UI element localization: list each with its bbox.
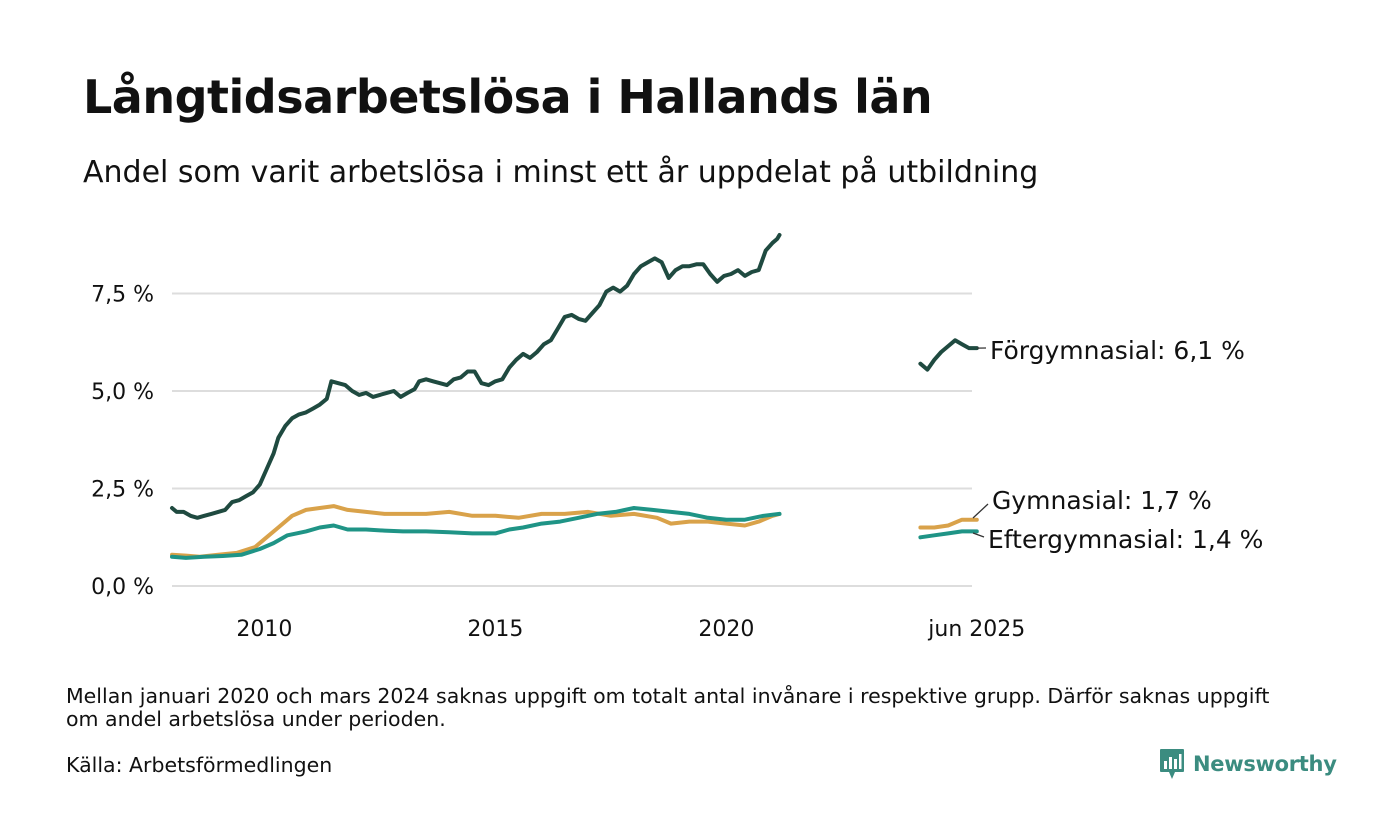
series-line-gymnasial <box>918 517 979 530</box>
y-axis-ticks: 0,0 % 2,5 % 5,0 % 7,5 % <box>91 283 154 601</box>
grid-lines <box>172 292 972 587</box>
label-leader-line <box>972 532 985 538</box>
label-leader-line <box>972 503 989 519</box>
x-tick-label: 2010 <box>236 617 292 642</box>
y-tick-label: 5,0 % <box>91 380 154 405</box>
chart-subtitle: Andel som varit arbetslösa i minst ett å… <box>83 155 1039 190</box>
footnote: Mellan januari 2020 och mars 2024 saknas… <box>66 684 1270 731</box>
series-line-förgymnasial <box>170 233 782 520</box>
series-lines <box>170 233 979 560</box>
line-chart: 0,0 % 2,5 % 5,0 % 7,5 % 2010 2015 2020 jun 202… <box>91 233 1263 642</box>
chart-title: Långtidsarbetslösa i Hallands län <box>83 70 933 124</box>
x-axis-ticks: 2010 2015 2020 jun 2025 <box>236 617 1025 642</box>
brand-logo: Newsworthy <box>1159 747 1337 781</box>
series-line-förgymnasial <box>918 338 979 372</box>
series-end-label: Förgymnasial: 6,1 % <box>990 336 1245 365</box>
y-tick-label: 0,0 % <box>91 575 154 600</box>
x-tick-label: jun 2025 <box>927 617 1025 642</box>
series-end-label: Gymnasial: 1,7 % <box>992 486 1212 515</box>
series-end-label: Eftergymnasial: 1,4 % <box>988 525 1263 554</box>
chart-bubble-icon <box>1160 749 1184 779</box>
series-line-eftergymnasial <box>170 506 782 560</box>
brand-name: Newsworthy <box>1193 752 1337 776</box>
source-note: Källa: Arbetsförmedlingen <box>66 753 333 777</box>
y-tick-label: 7,5 % <box>91 283 154 308</box>
series-line-gymnasial <box>170 504 782 559</box>
y-tick-label: 2,5 % <box>91 478 154 503</box>
series-labels: Förgymnasial: 6,1 % Gymnasial: 1,7 % Efter… <box>972 336 1263 554</box>
series-line-eftergymnasial <box>918 529 979 540</box>
x-tick-label: 2020 <box>698 617 754 642</box>
x-tick-label: 2015 <box>467 617 523 642</box>
